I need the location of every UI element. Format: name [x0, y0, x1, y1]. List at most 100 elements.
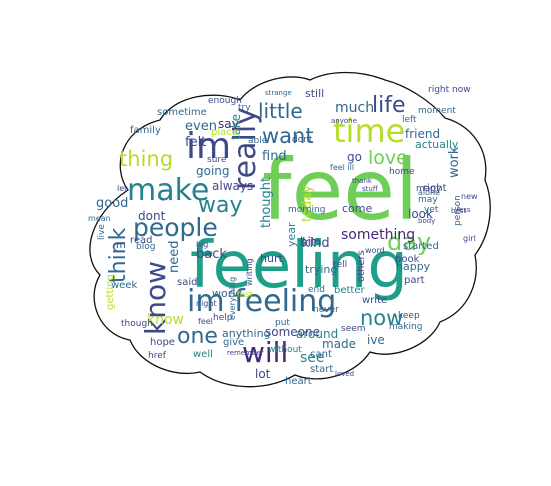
cloud-word: someone — [265, 325, 320, 339]
cloud-word: getting — [105, 274, 116, 310]
cloud-word: feeling — [190, 229, 408, 303]
cloud-word: best — [451, 207, 466, 215]
cloud-word: heart — [285, 376, 312, 387]
cloud-word: making — [389, 322, 422, 332]
cloud-word: bit — [300, 235, 316, 249]
cloud-word: href — [148, 351, 167, 361]
cloud-word: today — [300, 185, 315, 222]
cloud-word: feel — [198, 317, 213, 326]
cloud-word: remember — [227, 349, 264, 357]
cloud-word: going — [196, 164, 230, 178]
cloud-word: better — [334, 285, 365, 296]
cloud-word: blog — [136, 242, 155, 252]
cloud-word: girl — [463, 234, 476, 243]
cloud-word: always — [212, 179, 253, 193]
cloud-word: let — [117, 184, 127, 193]
cloud-word: live — [97, 224, 107, 240]
cloud-word: actually — [415, 138, 459, 151]
cloud-word: put — [275, 318, 290, 328]
cloud-word: one — [177, 324, 218, 349]
cloud-word: well — [193, 349, 213, 360]
cloud-word: look — [408, 207, 433, 221]
cloud-word: everything — [228, 277, 237, 320]
cloud-word: made — [322, 337, 356, 351]
cloud-word: go — [347, 150, 362, 164]
cloud-word: started — [403, 241, 439, 252]
cloud-word: trying — [305, 263, 337, 276]
cloud-word: need — [167, 241, 182, 274]
cloud-word: take — [229, 114, 243, 140]
cloud-word: word — [365, 246, 385, 255]
cloud-word: sure — [207, 155, 227, 165]
cloud-word: happy — [396, 260, 431, 273]
cloud-word: loved — [335, 370, 354, 378]
cloud-word: cant — [310, 349, 332, 360]
cloud-word: thank — [352, 177, 373, 185]
cloud-word: day — [387, 228, 431, 256]
cloud-word: way — [198, 193, 243, 218]
cloud-word: little — [258, 99, 303, 123]
cloud-word: seem — [341, 324, 366, 334]
cloud-word: people — [133, 213, 218, 242]
cloud-word: able — [248, 136, 268, 146]
cloud-word: year — [285, 222, 298, 247]
cloud-shape-outline — [89, 71, 491, 388]
cloud-word: keep — [398, 311, 420, 321]
cloud-word: person — [453, 195, 463, 226]
cloud-word: book — [395, 254, 420, 265]
cloud-word: see — [300, 350, 325, 366]
cloud-word: mean — [88, 214, 111, 223]
cloud-word: family — [130, 125, 161, 136]
cloud-word: still — [305, 87, 324, 100]
cloud-word: find — [262, 149, 287, 164]
cloud-word: felt — [185, 135, 206, 150]
cloud-word: end — [308, 285, 325, 295]
cloud-word: world — [212, 287, 242, 300]
cloud-word: much — [335, 100, 374, 116]
cloud-word: start — [310, 364, 333, 375]
cloud-word: want — [262, 124, 314, 148]
cloud-word: thing — [119, 147, 173, 171]
cloud-word: hope — [150, 337, 175, 348]
cloud-word: right — [423, 183, 447, 194]
cloud-word: stuff — [362, 185, 378, 193]
cloud-word: m — [116, 240, 126, 251]
cloud-word: feel — [262, 141, 418, 239]
cloud-word: left — [402, 115, 417, 125]
cloud-word: even — [185, 119, 217, 134]
cloud-word: help — [213, 313, 233, 323]
cloud-word: know — [147, 312, 184, 328]
cloud-word: give — [223, 337, 244, 348]
cloud-word: moment — [418, 106, 456, 116]
cloud-word: body — [418, 217, 435, 225]
cloud-word: im feeling — [187, 284, 336, 319]
cloud-word: think — [106, 227, 131, 283]
cloud-word: alone — [418, 188, 440, 197]
cloud-word: writing — [245, 258, 254, 286]
cloud-word: kind — [302, 236, 330, 251]
cloud-word: write — [362, 295, 387, 306]
cloud-word: time — [333, 112, 405, 150]
cloud-word: morning — [288, 205, 325, 215]
cloud-word: new — [461, 192, 478, 201]
cloud-word: read — [130, 235, 153, 246]
cloud-word: around — [296, 327, 338, 341]
cloud-word: right now — [428, 85, 471, 95]
cloud-word: others — [356, 250, 367, 282]
cloud-word: make — [127, 173, 209, 208]
cloud-word: though — [121, 319, 153, 329]
cloud-word: may — [418, 195, 438, 205]
cloud-word: now — [360, 306, 403, 330]
cloud-word: know — [139, 261, 172, 335]
cloud-word: say — [218, 117, 239, 131]
cloud-word: im — [186, 126, 231, 167]
cloud-word: place — [211, 127, 238, 138]
cloud-word: will — [242, 336, 288, 369]
cloud-word: something — [341, 227, 415, 243]
cloud-word: really — [228, 107, 263, 190]
cloud-word: home — [389, 167, 415, 177]
cloud-word: friend — [405, 127, 440, 141]
cloud-word: hurt — [260, 252, 283, 265]
